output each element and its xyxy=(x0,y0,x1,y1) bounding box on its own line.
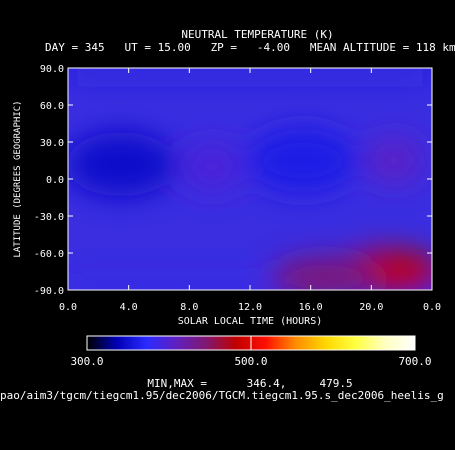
x-tick-label: 16.0 xyxy=(299,302,323,313)
plot-title: NEUTRAL TEMPERATURE (K) xyxy=(181,28,334,41)
y-axis: 90.0 60.0 30.0 0.0 -30.0 -60.0 -90.0 xyxy=(34,64,432,297)
x-tick-label: 0.0 xyxy=(423,302,441,313)
y-tick-label: 30.0 xyxy=(40,138,64,149)
file-path: pao/aim3/tgcm/tiegcm1.95/dec2006/TGCM.ti… xyxy=(0,389,444,402)
colorbar: 300.0 500.0 700.0 xyxy=(70,335,432,368)
x-axis-label: SOLAR LOCAL TIME (HOURS) xyxy=(178,316,323,327)
x-tick-label: 20.0 xyxy=(359,302,383,313)
y-axis-label: LATITUDE (DEGREES GEOGRAPHIC) xyxy=(13,100,23,257)
min-max-readout: MIN,MAX = 346.4, 479.5 xyxy=(147,377,353,390)
x-tick-label: 4.0 xyxy=(120,302,138,313)
y-tick-label: 90.0 xyxy=(40,64,64,75)
y-tick-label: 0.0 xyxy=(46,175,64,186)
colorbar-tick-label: 300.0 xyxy=(70,355,103,368)
colorbar-tick-label: 500.0 xyxy=(234,355,267,368)
x-tick-label: 0.0 xyxy=(59,302,77,313)
heatmap-cold-region-1 xyxy=(248,128,359,193)
heatmap-warm-region-2 xyxy=(364,136,425,185)
heatmap-cold-region-0 xyxy=(68,132,177,197)
y-tick-label: -90.0 xyxy=(34,286,64,297)
heatmap-warm-region-3 xyxy=(182,142,243,191)
y-tick-label: 60.0 xyxy=(40,101,64,112)
colorbar-tick-label: 700.0 xyxy=(398,355,431,368)
heatmap-edge-band-0 xyxy=(68,68,432,79)
heatmap-hot-region-5 xyxy=(270,255,381,290)
plot-subtitle: DAY = 345 UT = 15.00 ZP = -4.00 MEAN ALT… xyxy=(45,41,455,54)
x-tick-label: 12.0 xyxy=(238,302,262,313)
x-axis: 0.0 4.0 8.0 12.0 16.0 20.0 0.0 xyxy=(59,68,441,313)
x-tick-label: 8.0 xyxy=(180,302,198,313)
y-tick-label: -30.0 xyxy=(34,212,64,223)
y-tick-label: -60.0 xyxy=(34,249,64,260)
